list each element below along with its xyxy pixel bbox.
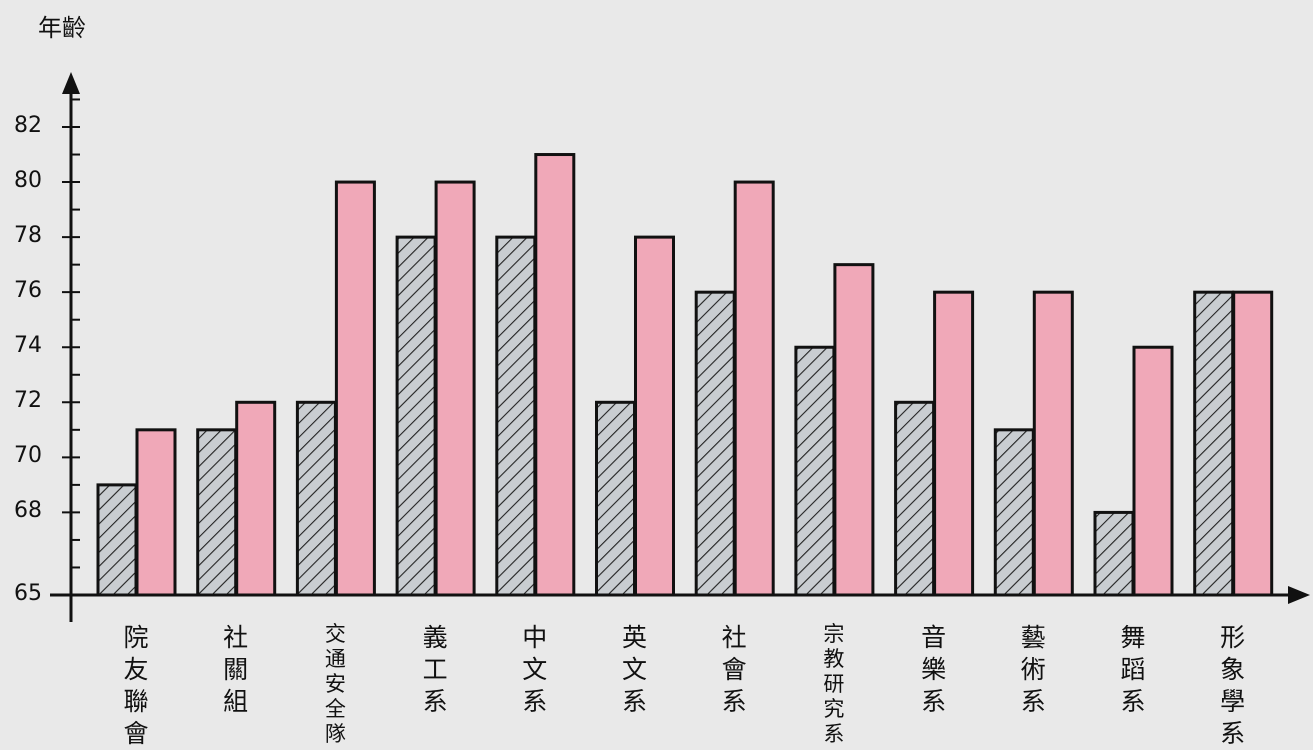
y-axis-label: 年齡 [38,14,86,42]
y-tick-label: 78 [14,223,42,249]
bar-pink-7 [733,180,775,597]
axes-group [50,72,1310,622]
bar-pink-11 [1132,345,1174,597]
y-tick-label: 72 [14,388,42,414]
bar-pink-12 [1232,290,1274,597]
y-axis-arrow [62,72,80,94]
x-category-label: 社關組 [223,623,249,716]
x-category-label: 院友聯會 [123,623,149,748]
bar-pink-2 [235,400,277,597]
y-tick-label: 70 [14,443,42,469]
x-category-label: 宗教研究系 [823,622,845,746]
y-tick-label: 74 [14,333,42,359]
bar-hatched-4 [395,235,437,597]
bar-pink-10 [1032,290,1074,597]
x-category-label: 舞蹈系 [1120,623,1146,716]
x-category-label: 義工系 [422,623,448,716]
x-category-label: 交通安全隊 [324,622,346,746]
bar-hatched-7 [694,290,736,597]
bar-hatched-12 [1193,290,1235,597]
bar-hatched-11 [1093,510,1135,597]
y-tick-label: 80 [14,168,42,194]
bar-hatched-5 [495,235,537,597]
y-tick-label: 76 [14,278,42,304]
y-tick-label: 68 [14,498,42,524]
bar-pink-8 [833,263,875,597]
bar-hatched-6 [595,400,636,597]
x-category-label: 中文系 [522,623,548,716]
x-category-label: 英文系 [621,623,647,716]
bar-hatched-1 [96,483,138,597]
bar-hatched-9 [894,400,936,597]
y-tick-label: 82 [14,113,42,138]
bar-hatched-10 [993,428,1035,597]
bar-pink-4 [434,180,476,597]
bar-pink-6 [634,235,675,597]
x-category-label: 社會系 [721,623,747,716]
bar-pink-9 [933,290,975,597]
bar-pink-3 [334,180,376,597]
x-category-label: 形象學系 [1220,623,1246,748]
bar-pink-1 [135,428,177,597]
x-category-label: 音樂系 [921,623,947,716]
bar-pink-5 [534,153,576,597]
x-axis-arrow [1288,586,1310,604]
bar-hatched-2 [196,428,238,597]
y-tick-label: 65 [14,581,42,606]
bars-group [96,153,1274,597]
bar-hatched-8 [794,345,836,597]
bar-hatched-3 [295,400,337,597]
x-category-label: 藝術系 [1020,623,1046,716]
